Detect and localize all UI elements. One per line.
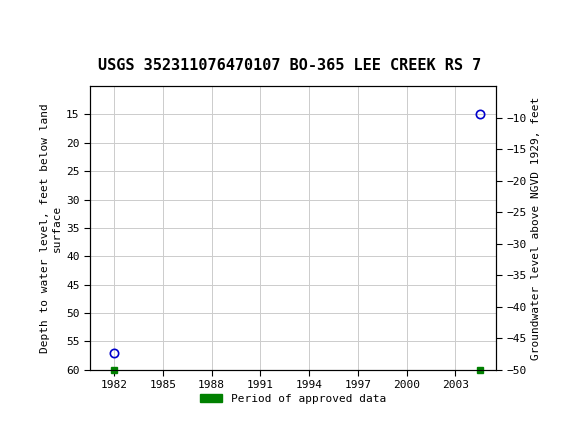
- Text: ≡USGS: ≡USGS: [6, 10, 77, 28]
- Y-axis label: Groundwater level above NGVD 1929, feet: Groundwater level above NGVD 1929, feet: [531, 96, 541, 359]
- Legend: Period of approved data: Period of approved data: [195, 389, 390, 408]
- Y-axis label: Depth to water level, feet below land
surface: Depth to water level, feet below land su…: [40, 103, 62, 353]
- Text: USGS 352311076470107 BO-365 LEE CREEK RS 7: USGS 352311076470107 BO-365 LEE CREEK RS…: [99, 58, 481, 73]
